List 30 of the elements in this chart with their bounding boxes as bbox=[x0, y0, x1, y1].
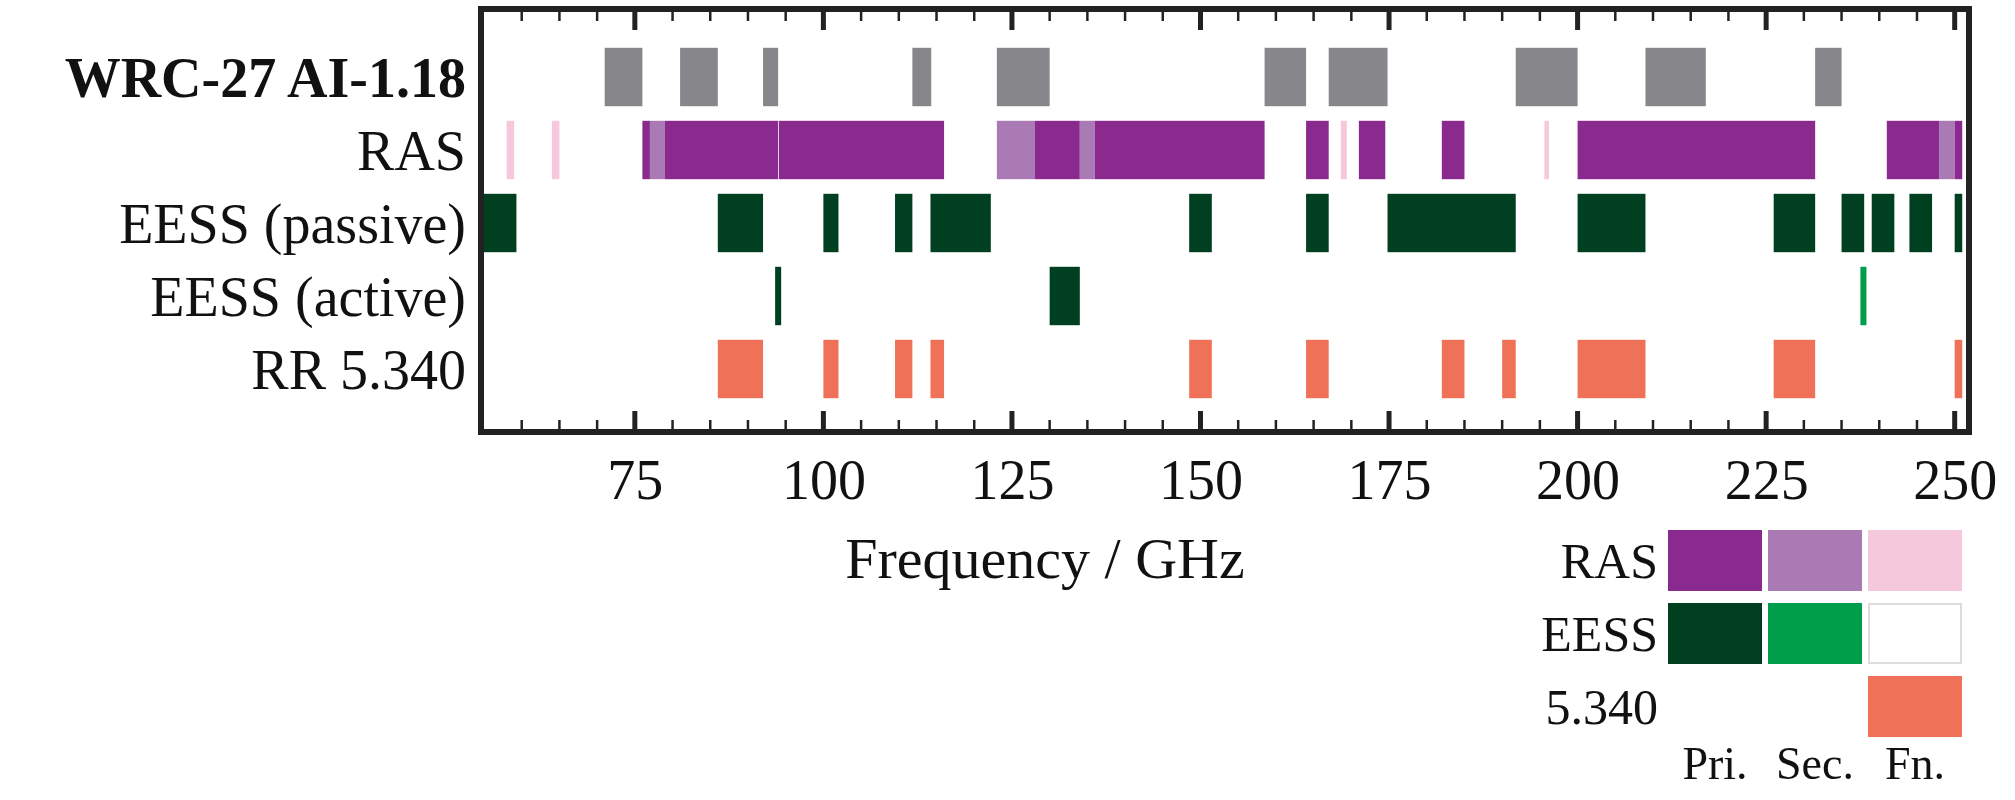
bar bbox=[717, 193, 764, 253]
x-tick-label: 250 bbox=[1913, 448, 1998, 511]
y-tick-label: EESS (passive) bbox=[119, 192, 466, 256]
text: Fn. bbox=[1884, 738, 1946, 790]
bar bbox=[484, 193, 517, 253]
y-tick-label: RR 5.340 bbox=[251, 338, 466, 401]
x-tick-label: 150 bbox=[1158, 448, 1243, 511]
x-tick-label: 175 bbox=[1347, 448, 1432, 511]
x-tick-label: 75 bbox=[607, 448, 664, 511]
y-tick-label: EESS (active) bbox=[150, 265, 466, 329]
text: EESS bbox=[1541, 606, 1658, 662]
text: 5.340 bbox=[1545, 679, 1658, 735]
x-axis-title: Frequency / GHz bbox=[845, 526, 1245, 591]
x-tick-label: 100 bbox=[781, 448, 866, 511]
bar bbox=[1886, 120, 1940, 180]
y-tick-label: WRC-27 AI-1.18 bbox=[64, 46, 466, 109]
x-tick-label: 225 bbox=[1724, 448, 1809, 511]
bar bbox=[1860, 266, 1867, 326]
x-tick-label: 200 bbox=[1536, 448, 1621, 511]
x-tick-label: 125 bbox=[970, 448, 1055, 511]
bar bbox=[1049, 266, 1080, 326]
bar bbox=[1954, 120, 1963, 180]
text: Sec. bbox=[1776, 738, 1854, 790]
text: RAS bbox=[1560, 533, 1658, 589]
bar bbox=[1939, 120, 1955, 180]
text: Pri. bbox=[1682, 738, 1748, 790]
bar bbox=[775, 266, 782, 326]
bar bbox=[1577, 120, 1816, 180]
y-tick-label: RAS bbox=[357, 119, 466, 182]
bar bbox=[1544, 120, 1549, 180]
